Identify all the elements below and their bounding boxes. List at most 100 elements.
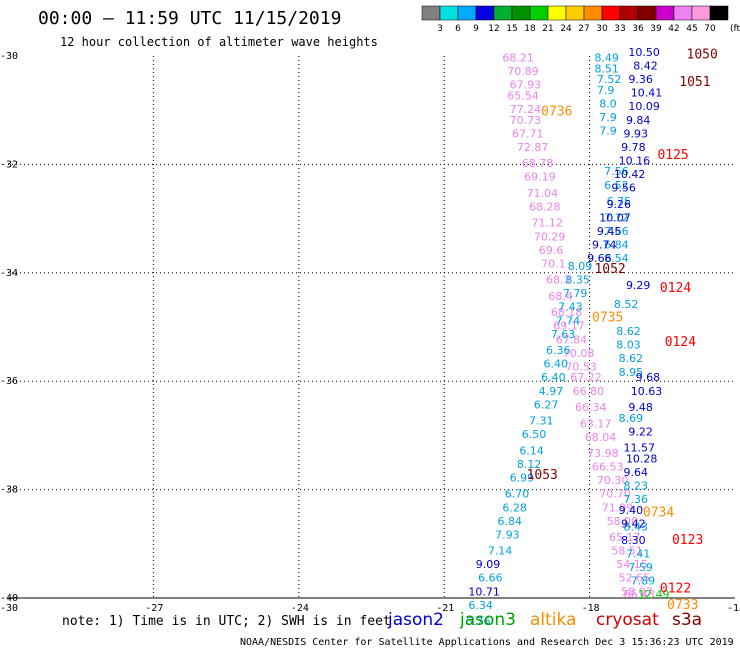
data-point: 9.29 [626, 279, 651, 292]
data-point: 69.6 [539, 244, 564, 257]
color-swatch [529, 5, 549, 21]
color-scale-tick: 42 [668, 24, 679, 34]
data-point: 77.24 [510, 103, 542, 116]
data-point: 68.18 [551, 306, 583, 319]
legend-entry: cryosat [596, 610, 659, 630]
color-swatch [565, 5, 585, 21]
time-annotation: 1051 [679, 75, 710, 90]
color-swatch [457, 5, 477, 21]
data-point: 8.95 [619, 366, 644, 379]
legend-entry: jason2 [387, 610, 444, 630]
data-point: 68.21 [502, 51, 534, 64]
color-swatch [475, 5, 495, 21]
data-point: 58.00 [607, 515, 639, 528]
data-point: 6.27 [534, 398, 559, 411]
data-point: 67.22 [570, 371, 602, 384]
data-point: 11.57 [624, 442, 656, 455]
color-swatch [601, 5, 621, 21]
data-point: 70.08 [563, 347, 595, 360]
data-point: 63.17 [580, 417, 612, 430]
color-scale-tick: 6 [455, 24, 461, 34]
data-point: 10.50 [628, 46, 660, 59]
data-point: 65.17 [609, 531, 641, 544]
chart-title: 00:00 – 11:59 UTC 11/15/2019 [38, 8, 341, 29]
data-point: 12.49 [638, 588, 670, 601]
data-point: 8.69 [619, 412, 644, 425]
color-swatch [691, 5, 711, 21]
data-point: 8.0 [599, 97, 617, 110]
data-point: 9.36 [628, 73, 653, 86]
data-point: 7.63 [551, 328, 576, 341]
data-point: 58.07 [621, 585, 653, 598]
color-swatch [511, 5, 531, 21]
data-point: 9.48 [628, 401, 653, 414]
color-scale-unit: (ft) [730, 24, 740, 34]
data-point: 70.1 [541, 257, 566, 270]
data-point: 9.84 [626, 114, 651, 127]
y-tick-label: -32 [0, 159, 18, 170]
data-point: 10.16 [619, 154, 651, 167]
data-point: 7.41 [626, 547, 651, 560]
data-point: 7.79 [563, 287, 588, 300]
plot-area: -30 -27 -24 -21 -18 -15 -30 -32 -34 -36 -38 -40 68.2… [0, 46, 740, 628]
data-point: 66.34 [575, 401, 607, 414]
data-point: 73.98 [587, 447, 619, 460]
color-swatch [637, 5, 657, 21]
color-scale-tick: 33 [614, 24, 625, 34]
data-point: 7.36 [624, 493, 649, 506]
time-annotation: 0736 [541, 105, 572, 120]
chart-subtitle: 12 hour collection of altimeter wave hei… [60, 35, 378, 49]
data-point: 9.09 [476, 558, 501, 571]
data-point: 68.78 [522, 157, 554, 170]
data-point: 71.12 [531, 217, 563, 230]
y-tick-label: -30 [0, 51, 18, 62]
y-tick-label: -34 [0, 268, 18, 279]
chart-credit: NOAA/NESDIS Center for Satellite Applica… [240, 637, 734, 648]
data-point: 70.30 [597, 474, 629, 487]
data-point: 68.3 [546, 274, 571, 287]
data-point: 6.34 [468, 599, 493, 612]
data-point: 6.14 [519, 444, 544, 457]
data-point: 6.84 [604, 238, 629, 251]
color-swatch [655, 5, 675, 21]
data-point: 7.74 [556, 314, 581, 327]
time-annotation: 0734 [643, 506, 674, 521]
data-point: 7.9 [599, 111, 617, 124]
color-swatch [619, 5, 639, 21]
time-annotation: 0735 [592, 311, 623, 326]
data-point: 6.75 [607, 195, 632, 208]
color-scale-tick: 9 [473, 24, 479, 34]
x-tick-label: -27 [145, 603, 163, 614]
data-point: 5.76 [466, 615, 491, 628]
data-point: 69.19 [524, 171, 556, 184]
data-point: 7.72 [604, 211, 629, 224]
data-point: 68.4 [548, 290, 573, 303]
data-point: 6.99 [510, 471, 535, 484]
data-point: 6.40 [544, 358, 569, 371]
color-swatch [421, 5, 441, 21]
color-swatch [673, 5, 693, 21]
data-point: 10.09 [628, 100, 660, 113]
data-point: 9.22 [628, 425, 653, 438]
data-point: 9.93 [624, 127, 649, 140]
data-point: 7.14 [488, 545, 513, 558]
legend-entry: s3a [672, 610, 702, 630]
x-tick-label: -24 [291, 603, 309, 614]
x-tick-label: -18 [582, 603, 600, 614]
data-point: 54.15 [616, 558, 648, 571]
data-point: 6.36 [546, 344, 571, 357]
color-scale-tick: 45 [686, 24, 697, 34]
data-point: 52.65 [619, 572, 651, 585]
data-point: 68.28 [529, 200, 561, 213]
color-scale-tick: 39 [650, 24, 662, 34]
data-point: 10.07 [599, 211, 631, 224]
y-tick-label: -40 [0, 593, 18, 604]
data-point: 8.03 [616, 339, 641, 352]
data-point: 8.42 [633, 60, 658, 73]
color-scale-tick: 21 [542, 24, 553, 34]
data-point: 9.66 [587, 252, 612, 265]
data-point: 69.17 [553, 320, 585, 333]
data-point: 70.70 [599, 488, 631, 501]
data-point: 7.66 [604, 225, 629, 238]
data-point: 9.64 [624, 466, 649, 479]
